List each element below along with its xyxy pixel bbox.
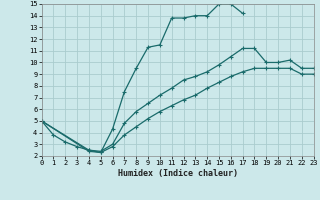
X-axis label: Humidex (Indice chaleur): Humidex (Indice chaleur) [118,169,237,178]
